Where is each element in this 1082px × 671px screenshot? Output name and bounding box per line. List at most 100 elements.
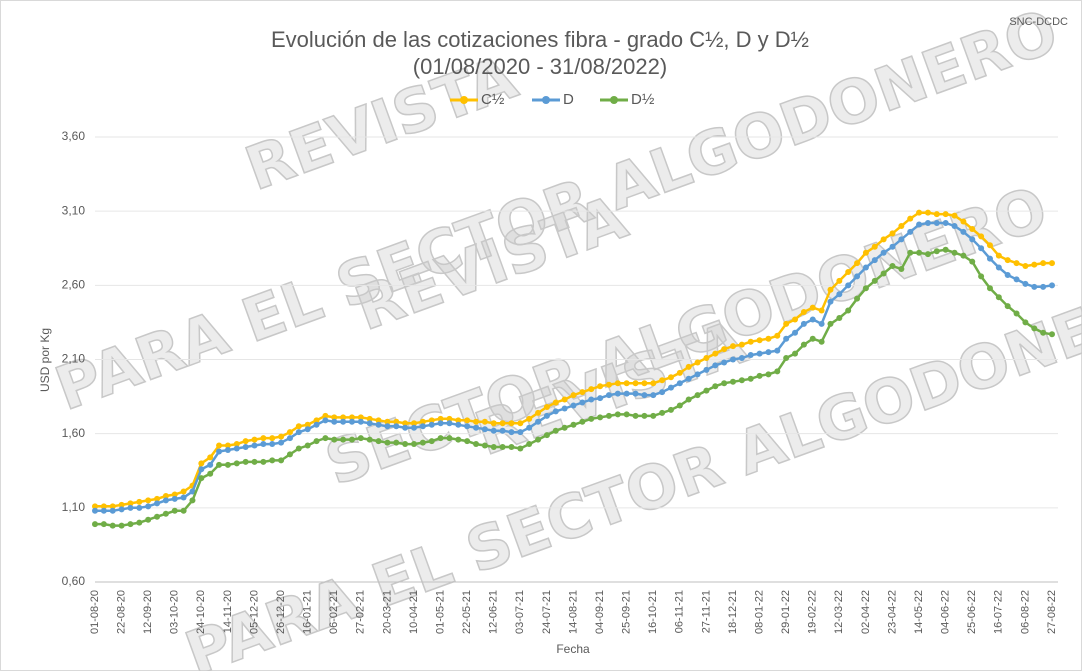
data-point	[340, 418, 347, 425]
data-point	[313, 421, 320, 428]
data-point	[818, 338, 825, 345]
data-point	[162, 492, 169, 499]
data-point	[180, 507, 187, 514]
data-point	[313, 417, 320, 424]
data-point	[960, 252, 967, 259]
x-tick-label: 27-11-21	[700, 590, 712, 633]
data-point	[322, 417, 329, 424]
data-point	[774, 347, 781, 354]
data-point	[207, 454, 214, 461]
data-point	[836, 277, 843, 284]
data-point	[1031, 325, 1038, 332]
data-point	[473, 424, 480, 431]
data-point	[375, 421, 382, 428]
x-tick-label: 24-10-20	[195, 590, 207, 634]
data-point	[295, 445, 302, 452]
data-point	[411, 420, 417, 427]
data-point	[942, 246, 949, 253]
data-point	[667, 406, 674, 413]
data-point	[180, 494, 187, 501]
data-point	[224, 461, 231, 468]
data-point	[659, 409, 666, 416]
data-point	[216, 448, 223, 455]
data-point	[526, 424, 533, 431]
data-point	[765, 349, 772, 356]
data-point	[313, 438, 320, 445]
data-point	[827, 320, 834, 327]
data-point	[242, 444, 249, 451]
data-point	[597, 414, 604, 421]
data-point	[224, 442, 231, 449]
data-point	[854, 273, 861, 280]
data-point	[827, 286, 834, 293]
data-point	[207, 461, 214, 468]
data-point	[402, 441, 409, 448]
data-point	[517, 445, 524, 452]
data-point	[845, 268, 852, 275]
data-point	[924, 220, 931, 227]
data-point	[127, 500, 134, 507]
data-point	[933, 248, 940, 255]
data-point	[340, 414, 347, 421]
data-point	[109, 503, 116, 510]
x-tick-label: 06-02-21	[328, 590, 340, 634]
data-point	[951, 212, 958, 219]
data-point	[1049, 331, 1055, 338]
data-point	[676, 369, 683, 376]
data-point	[871, 243, 878, 250]
data-point	[136, 504, 143, 511]
data-point	[623, 390, 630, 397]
data-point	[712, 383, 719, 390]
data-point	[614, 411, 621, 418]
data-point	[473, 441, 480, 448]
x-tick-label: 14-11-20	[222, 590, 234, 633]
data-point	[384, 418, 391, 425]
data-point	[224, 446, 231, 453]
data-point	[579, 399, 586, 406]
data-point	[357, 435, 364, 442]
data-point	[738, 355, 745, 362]
data-point	[233, 441, 240, 448]
x-tick-label: 23-04-22	[886, 590, 898, 634]
data-point	[437, 435, 444, 442]
data-point	[304, 442, 311, 449]
data-point	[960, 228, 967, 235]
data-point	[543, 403, 550, 410]
data-point	[605, 381, 612, 388]
chart-subtitle: (01/08/2020 - 31/08/2022)	[413, 54, 667, 79]
data-point	[986, 255, 993, 262]
data-point	[889, 263, 896, 270]
data-point	[756, 350, 763, 357]
data-point	[402, 420, 409, 427]
x-tick-label: 03-07-21	[514, 590, 526, 634]
x-tick-label: 20-03-21	[381, 590, 393, 634]
data-point	[1049, 282, 1055, 289]
data-point	[1031, 283, 1038, 290]
data-point	[632, 390, 639, 397]
data-point	[216, 461, 223, 468]
data-point	[428, 438, 435, 445]
data-point	[889, 230, 896, 237]
data-point	[986, 242, 993, 249]
x-tick-label: 27-02-21	[355, 590, 367, 634]
data-point	[92, 507, 98, 514]
data-point	[357, 418, 364, 425]
data-point	[508, 444, 515, 451]
data-point	[597, 383, 604, 390]
data-point	[366, 420, 373, 427]
x-tick-label: 12-03-22	[833, 590, 845, 634]
x-axis-label: Fecha	[556, 642, 590, 656]
data-point	[712, 350, 719, 357]
x-tick-label: 22-08-20	[115, 590, 127, 634]
data-point	[978, 233, 985, 240]
data-point	[933, 211, 940, 218]
data-point	[809, 304, 816, 311]
data-point	[650, 392, 657, 399]
data-point	[481, 442, 488, 449]
data-point	[411, 424, 417, 431]
data-point	[92, 503, 98, 510]
data-point	[348, 418, 355, 425]
data-point	[92, 521, 98, 528]
y-tick-label: 0,60	[62, 574, 86, 588]
data-point	[127, 521, 134, 528]
